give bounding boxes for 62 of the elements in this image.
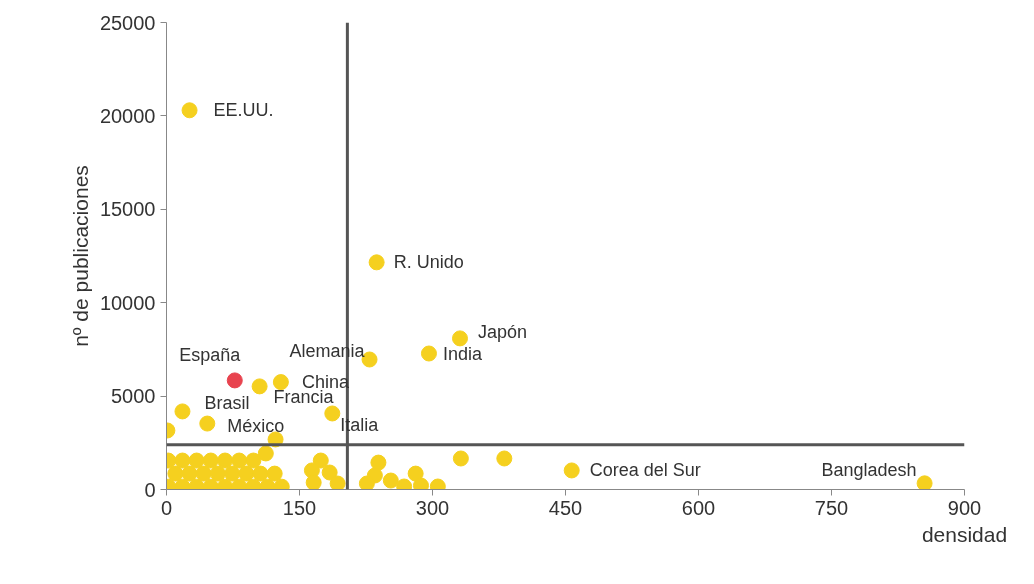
point [226, 372, 243, 389]
annotation: Brasil [204, 393, 250, 414]
point [272, 374, 289, 391]
x-tick-label: 0 [160, 496, 173, 519]
x-tick-label: 600 [681, 496, 716, 519]
point [257, 445, 274, 462]
point [181, 102, 198, 119]
annotation: España [179, 345, 242, 366]
point [563, 462, 580, 479]
x-tick-label: 450 [548, 496, 583, 519]
annotation: Francia [273, 387, 335, 408]
x-tick-label: 150 [282, 496, 317, 519]
point [452, 450, 469, 467]
point [312, 452, 329, 469]
point [266, 465, 283, 482]
annotation: EE.UU. [213, 100, 274, 121]
y-axis-title: nº de publicaciones [68, 165, 92, 347]
x-tick-label: 750 [814, 496, 849, 519]
point [451, 330, 468, 347]
point [420, 345, 437, 362]
point [407, 465, 424, 482]
point [368, 254, 385, 271]
x-tick-label: 900 [947, 496, 982, 519]
annotation: México [227, 415, 285, 436]
annotation: R. Unido [393, 252, 464, 273]
annotation: Corea del Sur [589, 460, 701, 481]
annotation: India [442, 343, 483, 364]
y-tick-label: 25000 [99, 11, 156, 34]
y-tick-label: 5000 [111, 385, 156, 408]
y-tick-label: 20000 [99, 104, 156, 127]
point [195, 465, 212, 482]
y-tick-label: 10000 [99, 291, 156, 314]
point [188, 452, 205, 469]
annotation: Bangladesh [821, 460, 917, 481]
point [305, 474, 322, 490]
point [209, 465, 226, 482]
point [358, 475, 375, 490]
point [252, 465, 269, 482]
point [251, 378, 268, 395]
point [174, 452, 191, 469]
x-tick-label: 300 [415, 496, 450, 519]
point [199, 415, 216, 432]
point [245, 452, 262, 469]
point [181, 465, 198, 482]
point [324, 405, 341, 422]
annotation: Japón [477, 322, 528, 343]
point [217, 452, 234, 469]
point [496, 450, 513, 467]
y-tick-label: 0 [144, 478, 156, 501]
point [321, 464, 338, 481]
point [382, 472, 399, 489]
point [174, 403, 191, 420]
point [231, 452, 248, 469]
x-axis-title: densidad [921, 522, 1008, 546]
point [916, 475, 933, 490]
point [167, 465, 184, 482]
point [329, 475, 346, 490]
point [238, 465, 255, 482]
y-tick-label: 15000 [99, 198, 156, 221]
point [370, 454, 387, 471]
point [224, 465, 241, 482]
point [202, 452, 219, 469]
